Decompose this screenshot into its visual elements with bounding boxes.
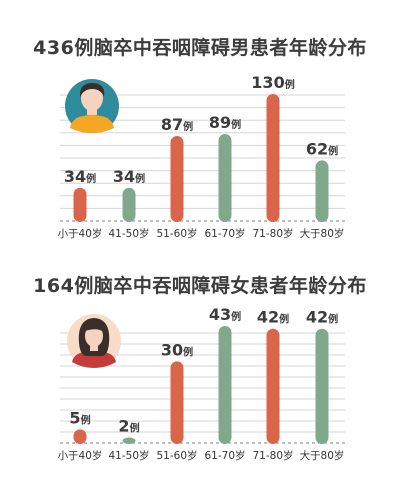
data-label: 42例 xyxy=(257,308,289,327)
bar-71-80岁 xyxy=(266,328,280,444)
bar-51-60岁 xyxy=(170,361,184,444)
chart-title-male: 436例脑卒中吞咽障碍男患者年龄分布 xyxy=(33,37,367,59)
tick-label: 61-70岁 xyxy=(204,227,245,240)
tick-label: 71-80岁 xyxy=(252,227,293,240)
tick-label: 41-50岁 xyxy=(108,227,149,240)
data-label: 42例 xyxy=(306,308,338,327)
tick-label: 41-50岁 xyxy=(108,449,149,462)
bar-51-60岁 xyxy=(170,136,184,222)
data-label: 30例 xyxy=(161,340,193,359)
tick-label: 61-70岁 xyxy=(204,449,245,462)
data-label: 34例 xyxy=(113,167,145,186)
data-label: 130例 xyxy=(251,73,294,92)
bar-小于40岁 xyxy=(73,187,87,222)
data-label: 2例 xyxy=(118,417,139,436)
tick-label: 小于40岁 xyxy=(58,227,103,240)
tick-label: 小于40岁 xyxy=(58,449,103,462)
bar-小于40岁 xyxy=(73,429,87,444)
chart-title-female: 164例脑卒中吞咽障碍女患者年龄分布 xyxy=(33,275,367,297)
data-label: 87例 xyxy=(161,115,193,134)
bar-61-70岁 xyxy=(218,134,232,222)
tick-label: 51-60岁 xyxy=(156,449,197,462)
data-label: 34例 xyxy=(64,167,96,186)
bar-61-70岁 xyxy=(218,326,232,444)
bar-41-50岁 xyxy=(122,187,136,222)
bar-大于80岁 xyxy=(315,328,329,444)
bar-大于80岁 xyxy=(315,160,329,222)
female-avatar-icon xyxy=(67,314,121,368)
bar-71-80岁 xyxy=(266,94,280,222)
data-label: 5例 xyxy=(69,408,90,427)
tick-label: 71-80岁 xyxy=(252,449,293,462)
tick-label: 大于80岁 xyxy=(300,227,345,240)
data-label: 43例 xyxy=(209,305,241,324)
male-avatar-icon xyxy=(65,79,119,133)
data-label: 89例 xyxy=(209,113,241,132)
bar-41-50岁 xyxy=(122,437,136,444)
data-label: 62例 xyxy=(306,139,338,158)
tick-label: 大于80岁 xyxy=(300,449,345,462)
tick-label: 51-60岁 xyxy=(156,227,197,240)
